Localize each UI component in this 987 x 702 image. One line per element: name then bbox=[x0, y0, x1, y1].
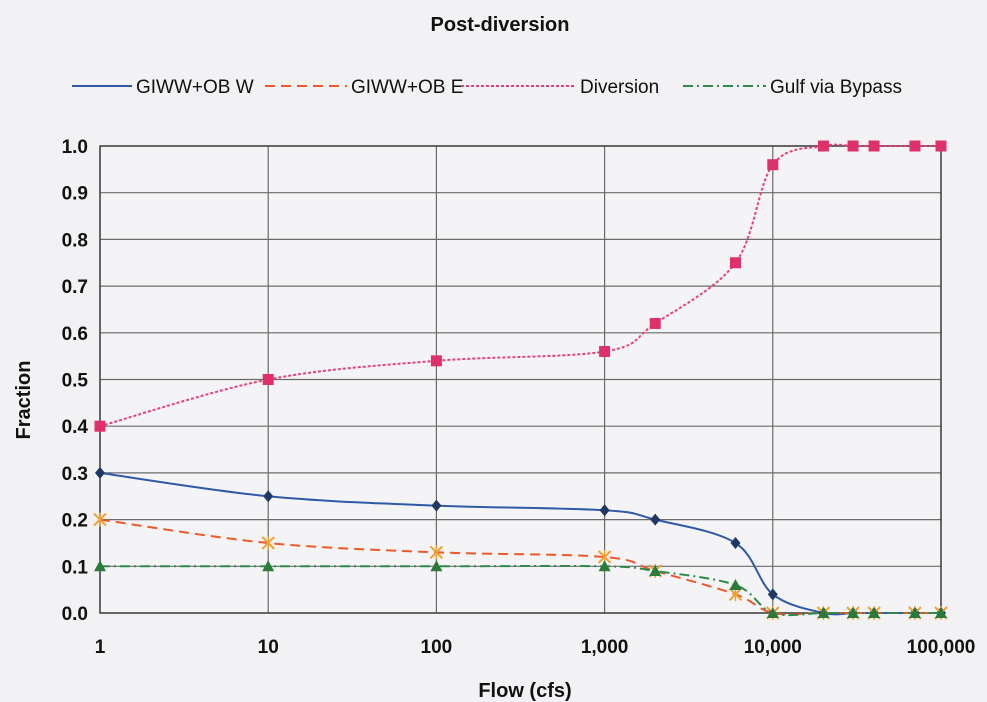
data-point bbox=[730, 536, 741, 549]
y-tick-label: 0.8 bbox=[62, 230, 88, 251]
data-point bbox=[868, 607, 881, 618]
y-tick-labels: 0.0 0.1 0.2 0.3 0.4 0.5 0.6 0.7 0.8 0.9 1.0 bbox=[62, 137, 89, 625]
data-point bbox=[767, 159, 779, 171]
series-layer bbox=[93, 140, 948, 620]
y-tick-label: 0.5 bbox=[62, 371, 89, 392]
legend-label: Gulf via Bypass bbox=[770, 77, 902, 98]
series-3 bbox=[94, 560, 947, 618]
y-tick-label: 0.1 bbox=[62, 557, 89, 578]
series-2 bbox=[94, 140, 947, 432]
y-tick-label: 0.0 bbox=[62, 604, 88, 625]
data-point bbox=[909, 140, 921, 152]
legend-label: GIWW+OB W bbox=[136, 77, 254, 98]
y-tick-label: 0.6 bbox=[62, 324, 88, 345]
data-point bbox=[94, 560, 106, 572]
y-tick-label: 1.0 bbox=[62, 137, 88, 158]
data-point bbox=[598, 560, 611, 572]
data-point bbox=[430, 355, 442, 367]
data-point bbox=[94, 420, 106, 432]
x-tick-label: 10,000 bbox=[744, 637, 802, 658]
data-point bbox=[847, 140, 859, 152]
data-point bbox=[599, 345, 611, 357]
data-point bbox=[817, 140, 829, 152]
y-axis-title: Fraction bbox=[13, 361, 35, 440]
data-point bbox=[767, 588, 778, 601]
data-point bbox=[95, 466, 105, 479]
legend: GIWW+OB W GIWW+OB E Diversion Gulf via Bypa… bbox=[72, 77, 902, 98]
legend-label: Diversion bbox=[580, 77, 659, 98]
x-tick-label: 10 bbox=[258, 637, 279, 658]
data-point bbox=[868, 140, 880, 152]
grid bbox=[99, 145, 942, 614]
data-point bbox=[935, 607, 947, 618]
chart-title: Post-diversion bbox=[431, 14, 570, 36]
data-point bbox=[599, 504, 610, 517]
data-point bbox=[817, 607, 830, 618]
x-tick-label: 1,000 bbox=[581, 637, 629, 658]
data-point bbox=[649, 564, 662, 576]
plot-border bbox=[99, 145, 942, 614]
data-point bbox=[430, 560, 443, 572]
data-point bbox=[847, 607, 860, 618]
data-point bbox=[729, 257, 741, 269]
y-tick-label: 0.7 bbox=[62, 277, 88, 298]
data-point bbox=[766, 607, 779, 618]
data-point bbox=[261, 535, 275, 550]
x-tick-label: 1 bbox=[95, 637, 106, 658]
x-tick-label: 100 bbox=[421, 637, 453, 658]
data-point bbox=[908, 607, 921, 618]
data-point bbox=[431, 499, 442, 512]
data-point bbox=[729, 578, 742, 590]
data-point bbox=[263, 490, 274, 503]
data-point bbox=[649, 317, 661, 329]
y-tick-label: 0.2 bbox=[62, 511, 88, 532]
data-point bbox=[429, 545, 444, 560]
data-point bbox=[650, 513, 661, 526]
x-tick-labels: 1 10 100 1,000 10,000 100,000 bbox=[95, 637, 976, 658]
y-tick-label: 0.3 bbox=[62, 464, 88, 485]
x-axis-title: Flow (cfs) bbox=[478, 680, 571, 702]
y-tick-label: 0.4 bbox=[62, 417, 89, 438]
x-tick-label: 100,000 bbox=[907, 637, 976, 658]
data-point bbox=[93, 512, 107, 527]
data-point bbox=[262, 374, 274, 385]
data-point bbox=[262, 560, 275, 572]
legend-label: GIWW+OB E bbox=[351, 77, 463, 98]
y-tick-label: 0.9 bbox=[62, 184, 88, 205]
data-point bbox=[935, 140, 947, 152]
